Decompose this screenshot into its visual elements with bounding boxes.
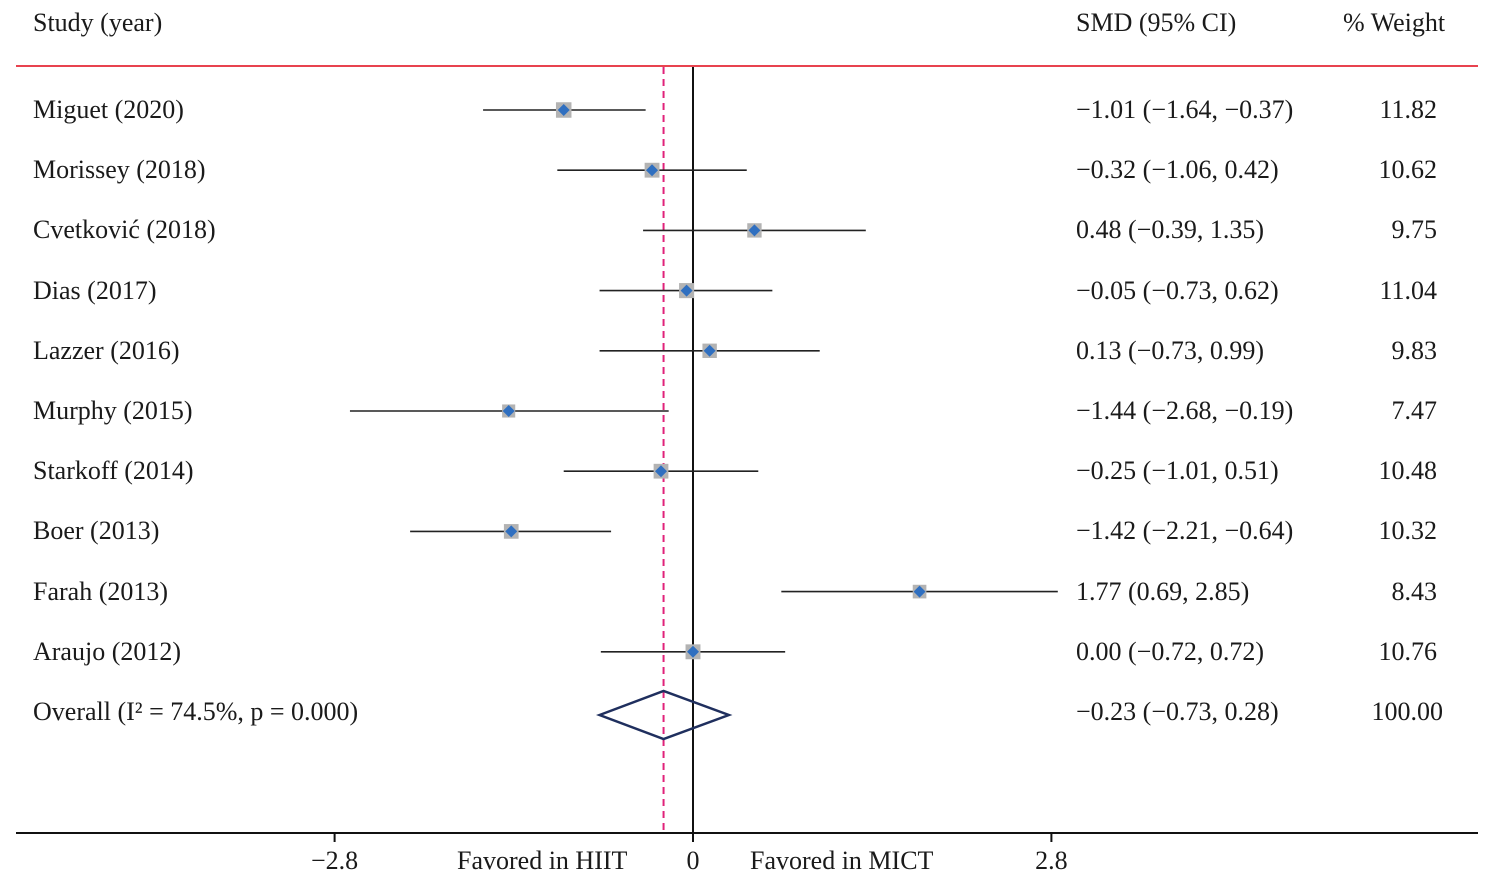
header-weight: % Weight: [1343, 8, 1446, 37]
point-estimate: [646, 164, 659, 177]
weight-value: 10.62: [1378, 155, 1438, 185]
weight-value: 10.48: [1378, 456, 1438, 486]
weight-value: 9.83: [1391, 335, 1438, 365]
point-estimate: [687, 645, 699, 658]
header-smd: SMD (95% CI): [1076, 8, 1237, 37]
smd-ci-value: −0.25 (−1.01, 0.51): [1076, 456, 1279, 486]
overall-smd-ci-value: −0.23 (−0.73, 0.28): [1076, 697, 1279, 726]
study-label: Farah (2013): [33, 576, 169, 606]
weight-value: 10.32: [1378, 516, 1438, 546]
overall-diamond: [595, 689, 733, 741]
smd-ci-value: 0.00 (−0.72, 0.72): [1076, 636, 1264, 666]
weight-value: 11.82: [1379, 95, 1437, 124]
weight-value: 10.76: [1378, 636, 1438, 666]
study-label: Miguet (2020): [33, 95, 184, 124]
weight-value: 7.47: [1391, 396, 1438, 425]
study-label: Boer (2013): [33, 516, 160, 546]
point-estimate: [703, 344, 716, 357]
study-label: Murphy (2015): [33, 396, 193, 425]
weight-value: 8.43: [1391, 576, 1438, 606]
x-tick-label: 0: [686, 846, 700, 875]
study-label: Cvetković (2018): [33, 215, 216, 245]
smd-ci-value: −1.44 (−2.68, −0.19): [1076, 396, 1294, 425]
point-estimate: [748, 224, 761, 237]
weight-value: 9.75: [1391, 215, 1438, 245]
point-estimate: [505, 525, 518, 538]
favored-right-label: Favored in MICT: [750, 846, 934, 875]
favored-left-label: Favored in HIIT: [457, 846, 628, 875]
overall-label: Overall (I² = 74.5%, p = 0.000): [33, 697, 359, 726]
study-label: Araujo (2012): [33, 636, 182, 666]
smd-ci-value: −1.01 (−1.64, −0.37): [1076, 95, 1294, 124]
study-label: Lazzer (2016): [33, 335, 180, 365]
smd-ci-value: 0.48 (−0.39, 1.35): [1076, 215, 1264, 245]
point-estimate: [913, 585, 926, 598]
overall-weight-value: 100.00: [1371, 697, 1444, 726]
point-estimate: [655, 465, 667, 478]
smd-ci-value: 0.13 (−0.73, 0.99): [1076, 335, 1264, 365]
point-estimate: [557, 104, 570, 116]
header-study: Study (year): [33, 8, 163, 37]
point-estimate: [680, 284, 693, 297]
smd-ci-value: 1.77 (0.69, 2.85): [1076, 576, 1250, 606]
study-label: Starkoff (2014): [33, 456, 194, 486]
weight-value: 11.04: [1379, 275, 1437, 305]
x-tick-label: 2.8: [1035, 846, 1068, 875]
study-label: Morissey (2018): [33, 155, 206, 185]
x-tick-label: −2.8: [311, 846, 359, 875]
smd-ci-value: −0.05 (−0.73, 0.62): [1076, 275, 1279, 305]
study-label: Dias (2017): [33, 275, 157, 305]
smd-ci-value: −0.32 (−1.06, 0.42): [1076, 155, 1279, 185]
point-estimate: [502, 405, 515, 417]
smd-ci-value: −1.42 (−2.21, −0.64): [1076, 516, 1294, 546]
